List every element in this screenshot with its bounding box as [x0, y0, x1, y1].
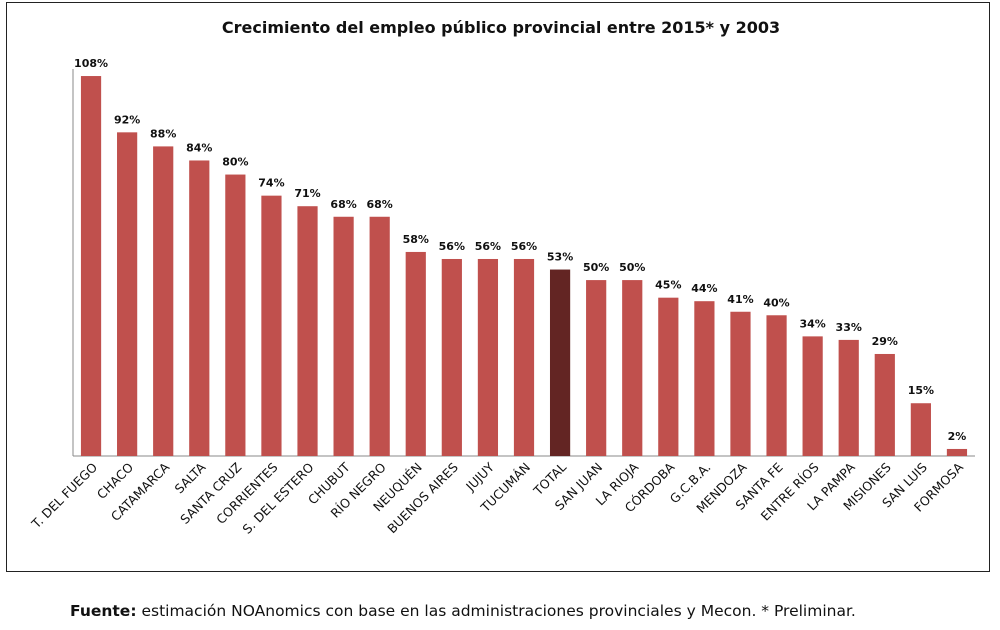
data-label-23: 15% [908, 384, 934, 397]
data-label-19: 40% [763, 296, 789, 309]
data-label-0: 108% [74, 57, 108, 70]
bar-1 [117, 132, 138, 456]
chart-frame: Crecimiento del empleo público provincia… [6, 2, 990, 572]
bar-10 [441, 258, 462, 456]
bar-15 [622, 280, 643, 456]
data-label-5: 74% [258, 177, 284, 190]
bar-12 [513, 258, 535, 456]
bar-8 [369, 216, 390, 456]
chart-title: Crecimiento del empleo público provincia… [222, 18, 780, 37]
data-label-4: 80% [222, 156, 248, 169]
bar-6 [297, 206, 318, 456]
bar-20 [802, 336, 823, 456]
data-label-9: 58% [403, 233, 429, 246]
bar-24 [946, 448, 968, 456]
bar-14 [586, 280, 607, 456]
bar-22 [874, 353, 895, 456]
bar-7 [333, 216, 354, 456]
bar-11 [477, 258, 499, 456]
data-label-20: 34% [799, 317, 825, 330]
data-label-18: 41% [727, 293, 753, 306]
bar-chart: Crecimiento del empleo público provincia… [28, 18, 975, 537]
data-label-3: 84% [186, 141, 212, 154]
data-label-15: 50% [619, 261, 645, 274]
bar-3 [189, 160, 210, 456]
data-label-16: 45% [655, 279, 681, 292]
data-label-24: 2% [948, 430, 967, 443]
data-label-13: 53% [547, 251, 573, 264]
bar-23 [910, 403, 931, 456]
data-label-12: 56% [511, 240, 537, 253]
data-label-10: 56% [439, 240, 465, 253]
bar-0 [80, 76, 102, 456]
bar-9 [405, 251, 426, 456]
bar-21 [838, 339, 859, 456]
bar-4 [225, 174, 246, 457]
source-text: estimación NOAnomics con base en las adm… [136, 602, 856, 620]
bar-19 [766, 315, 787, 456]
data-label-1: 92% [114, 113, 140, 126]
data-label-8: 68% [367, 198, 393, 211]
source-note: Fuente: estimación NOAnomics con base en… [70, 602, 856, 620]
data-label-11: 56% [475, 240, 501, 253]
bar-18 [730, 311, 751, 456]
data-label-22: 29% [872, 335, 898, 348]
bar-13 [549, 269, 571, 456]
data-label-17: 44% [691, 282, 717, 295]
data-label-21: 33% [836, 321, 862, 334]
source-label: Fuente: [70, 602, 137, 620]
bar-16 [658, 297, 679, 456]
data-label-6: 71% [294, 187, 320, 200]
data-label-2: 88% [150, 127, 176, 140]
tick-label-0: T. DEL FUEGO [28, 459, 100, 531]
bar-17 [694, 301, 715, 456]
bar-2 [153, 146, 174, 456]
bar-series: 108%T. DEL FUEGO92%CHACO88%CATAMARCA84%S… [28, 57, 968, 537]
data-label-7: 68% [330, 198, 356, 211]
bar-5 [261, 195, 282, 456]
data-label-14: 50% [583, 261, 609, 274]
